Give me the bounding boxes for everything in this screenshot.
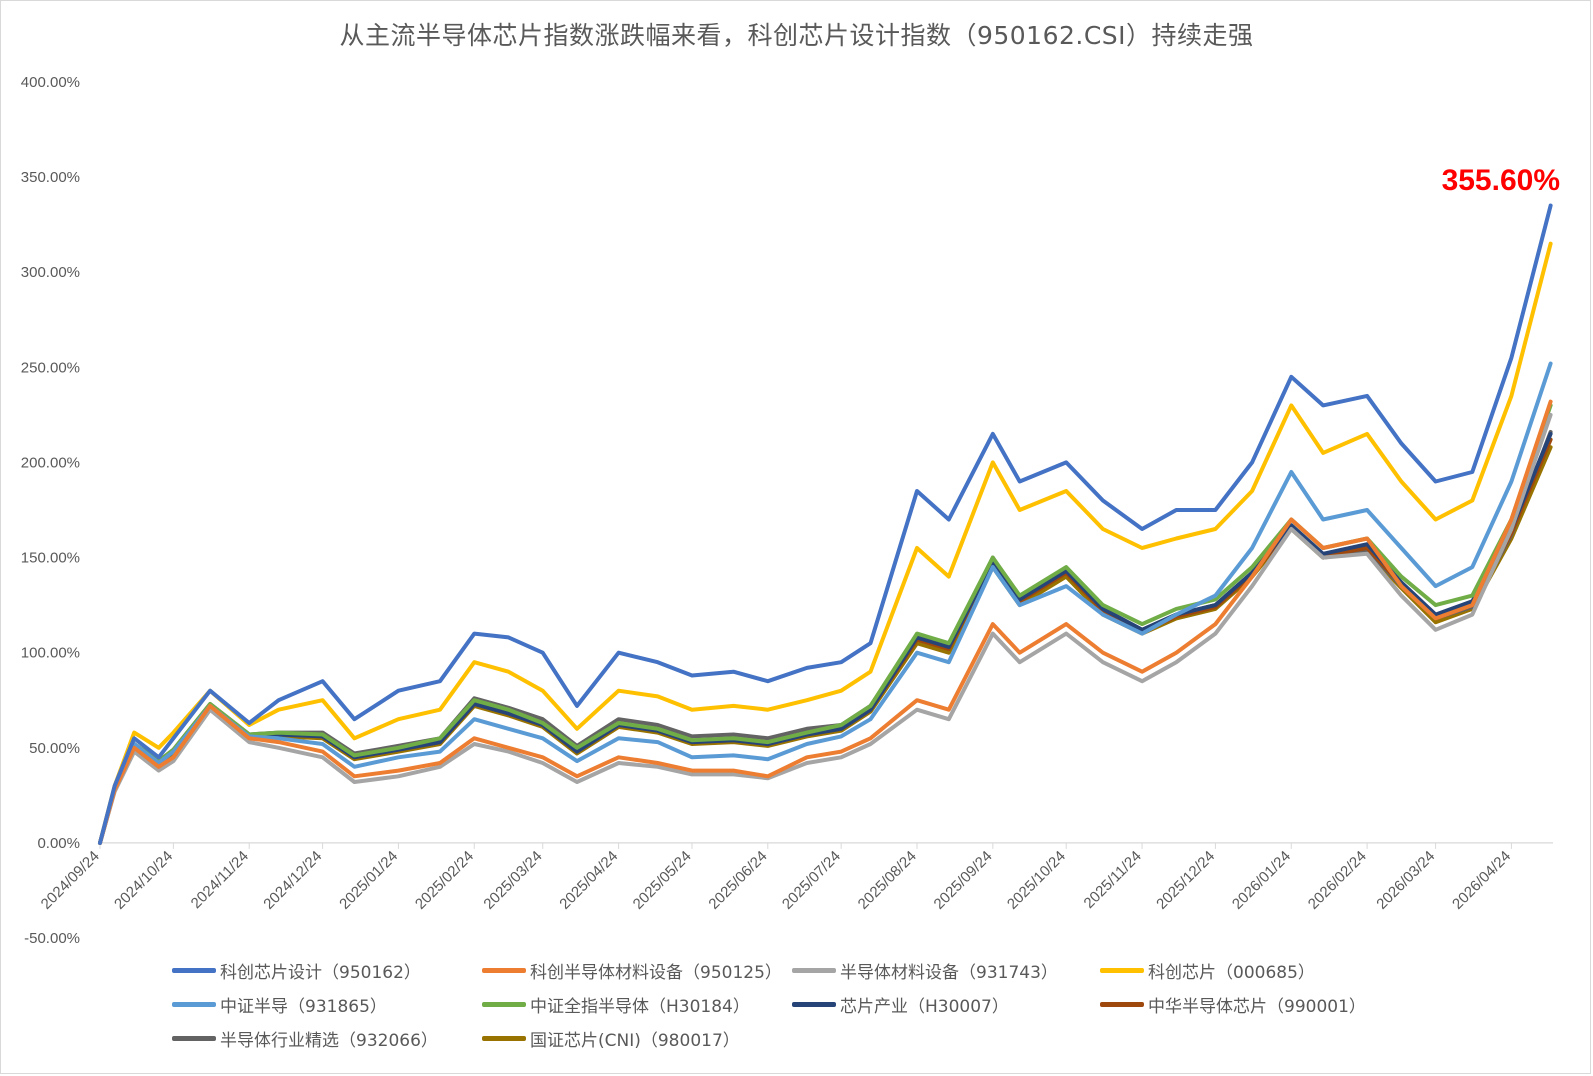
y-tick-label: 0.00%	[37, 835, 80, 852]
series-line-8	[98, 437, 1553, 845]
y-tick-label: -50.00%	[24, 930, 80, 947]
series-line-3	[98, 412, 1553, 845]
legend-swatch	[1100, 968, 1144, 973]
series-line-5	[98, 361, 1553, 845]
legend-item: 科创半导体材料设备（950125）	[482, 958, 782, 983]
y-tick-label: 400.00%	[21, 74, 80, 91]
x-tick-label: 2025/10/24	[1004, 848, 1069, 913]
series-line-10	[98, 445, 1553, 845]
legend-swatch	[482, 1002, 526, 1007]
legend-label: 科创芯片设计（950162）	[220, 963, 421, 983]
x-tick-label: 2026/04/24	[1449, 848, 1514, 913]
x-tick-label: 2025/05/24	[630, 848, 695, 913]
annotation-callout: 355.60%	[1442, 164, 1560, 197]
y-tick-label: 200.00%	[21, 454, 80, 471]
legend-item: 半导体材料设备（931743）	[792, 958, 1058, 983]
legend-swatch	[172, 968, 216, 973]
legend-item: 中证全指半导体（H30184）	[482, 992, 750, 1017]
legend-swatch	[172, 1002, 216, 1007]
legend-label: 半导体行业精选（932066）	[220, 1031, 438, 1051]
series-line-2	[98, 399, 1553, 845]
x-tick-label: 2024/12/24	[260, 848, 325, 913]
legend-item: 中证半导（931865）	[172, 992, 387, 1017]
x-tick-label: 2025/02/24	[412, 848, 477, 913]
legend-label: 中证半导（931865）	[220, 997, 387, 1017]
series-line-1	[98, 203, 1553, 845]
legend-label: 科创芯片（000685）	[1148, 963, 1315, 983]
x-tick-label: 2025/01/24	[336, 848, 401, 913]
legend-item: 科创芯片（000685）	[1100, 958, 1315, 983]
x-tick-label: 2025/12/24	[1153, 848, 1218, 913]
legend-swatch	[792, 968, 836, 973]
legend-item: 中华半导体芯片（990001）	[1100, 992, 1366, 1017]
y-tick-label: 100.00%	[21, 645, 80, 662]
legend-item: 国证芯片(CNI)（980017）	[482, 1026, 740, 1051]
legend-label: 科创半导体材料设备（950125）	[530, 963, 782, 983]
legend-item: 半导体行业精选（932066）	[172, 1026, 438, 1051]
legend-swatch	[172, 1036, 216, 1041]
legend-item: 科创芯片设计（950162）	[172, 958, 421, 983]
x-tick-label: 2025/09/24	[931, 848, 996, 913]
y-tick-label: 350.00%	[21, 169, 80, 186]
y-tick-label: 250.00%	[21, 359, 80, 376]
x-tick-label: 2026/02/24	[1305, 848, 1370, 913]
series-line-6	[98, 403, 1553, 845]
legend-label: 芯片产业（H30007）	[840, 997, 1009, 1017]
x-tick-label: 2025/08/24	[855, 848, 920, 913]
legend-label: 国证芯片(CNI)（980017）	[530, 1031, 740, 1051]
series-line-9	[98, 430, 1553, 845]
x-tick-label: 2025/11/24	[1081, 848, 1145, 912]
x-tick-label: 2025/04/24	[556, 848, 621, 913]
y-tick-label: 150.00%	[21, 550, 80, 567]
x-tick-label: 2024/10/24	[111, 848, 176, 913]
x-tick-label: 2025/03/24	[480, 848, 545, 913]
legend-swatch	[482, 1036, 526, 1041]
legend-swatch	[482, 968, 526, 973]
legend-label: 半导体材料设备（931743）	[840, 963, 1058, 983]
legend-swatch	[792, 1002, 836, 1007]
x-tick-label: 2024/11/24	[188, 848, 252, 912]
legend-swatch	[1100, 1002, 1144, 1007]
x-tick-label: 2024/09/24	[38, 848, 103, 913]
legend-label: 中证全指半导体（H30184）	[530, 997, 750, 1017]
x-tick-label: 2025/07/24	[779, 848, 844, 913]
y-tick-label: 50.00%	[29, 740, 80, 757]
legend-item: 芯片产业（H30007）	[792, 992, 1009, 1017]
legend-label: 中华半导体芯片（990001）	[1148, 997, 1366, 1017]
x-tick-label: 2026/01/24	[1229, 848, 1294, 913]
y-tick-label: 300.00%	[21, 264, 80, 281]
series-line-4	[98, 241, 1553, 845]
chart-title: 从主流半导体芯片指数涨跌幅来看，科创芯片设计指数（950162.CSI）持续走强	[339, 21, 1254, 50]
series-line-7	[98, 431, 1553, 845]
x-tick-label: 2025/06/24	[706, 848, 771, 913]
x-tick-label: 2026/03/24	[1373, 848, 1438, 913]
